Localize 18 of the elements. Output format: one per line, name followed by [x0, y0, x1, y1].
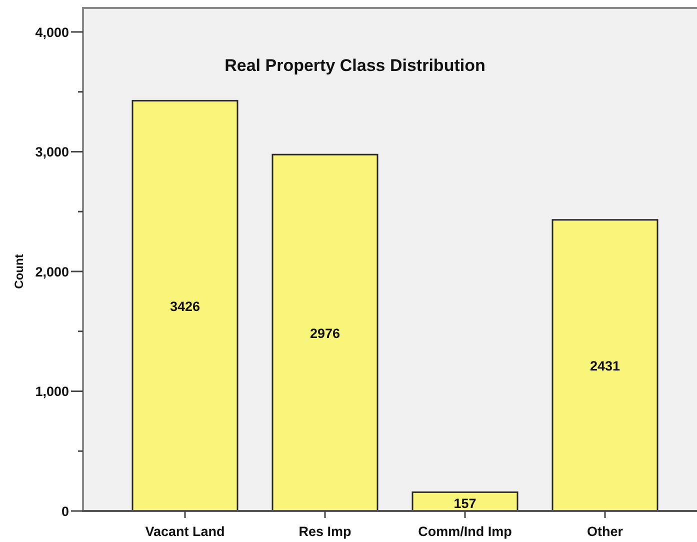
x-tick-label: Other — [586, 524, 624, 539]
y-tick-label: 0 — [61, 504, 69, 519]
y-tick-label: 3,000 — [35, 144, 69, 160]
data-label: 2976 — [310, 326, 340, 341]
data-label: 157 — [454, 496, 476, 511]
bar — [272, 154, 378, 512]
y-tick-label: 2,000 — [35, 264, 69, 280]
x-tick-label: Vacant Land — [145, 524, 225, 539]
data-label: 2431 — [590, 358, 620, 374]
y-tick-label: 1,000 — [35, 384, 69, 400]
y-tick-label: 4,000 — [35, 24, 69, 40]
data-label: 3426 — [170, 298, 200, 314]
x-tick-label: Comm/Ind Imp — [418, 524, 512, 539]
text: Real Property Class Distribution — [224, 56, 486, 75]
x-tick-label: Res Imp — [298, 524, 352, 539]
bar — [552, 219, 658, 512]
bar — [132, 100, 238, 512]
y-axis-title: Count — [12, 254, 26, 289]
